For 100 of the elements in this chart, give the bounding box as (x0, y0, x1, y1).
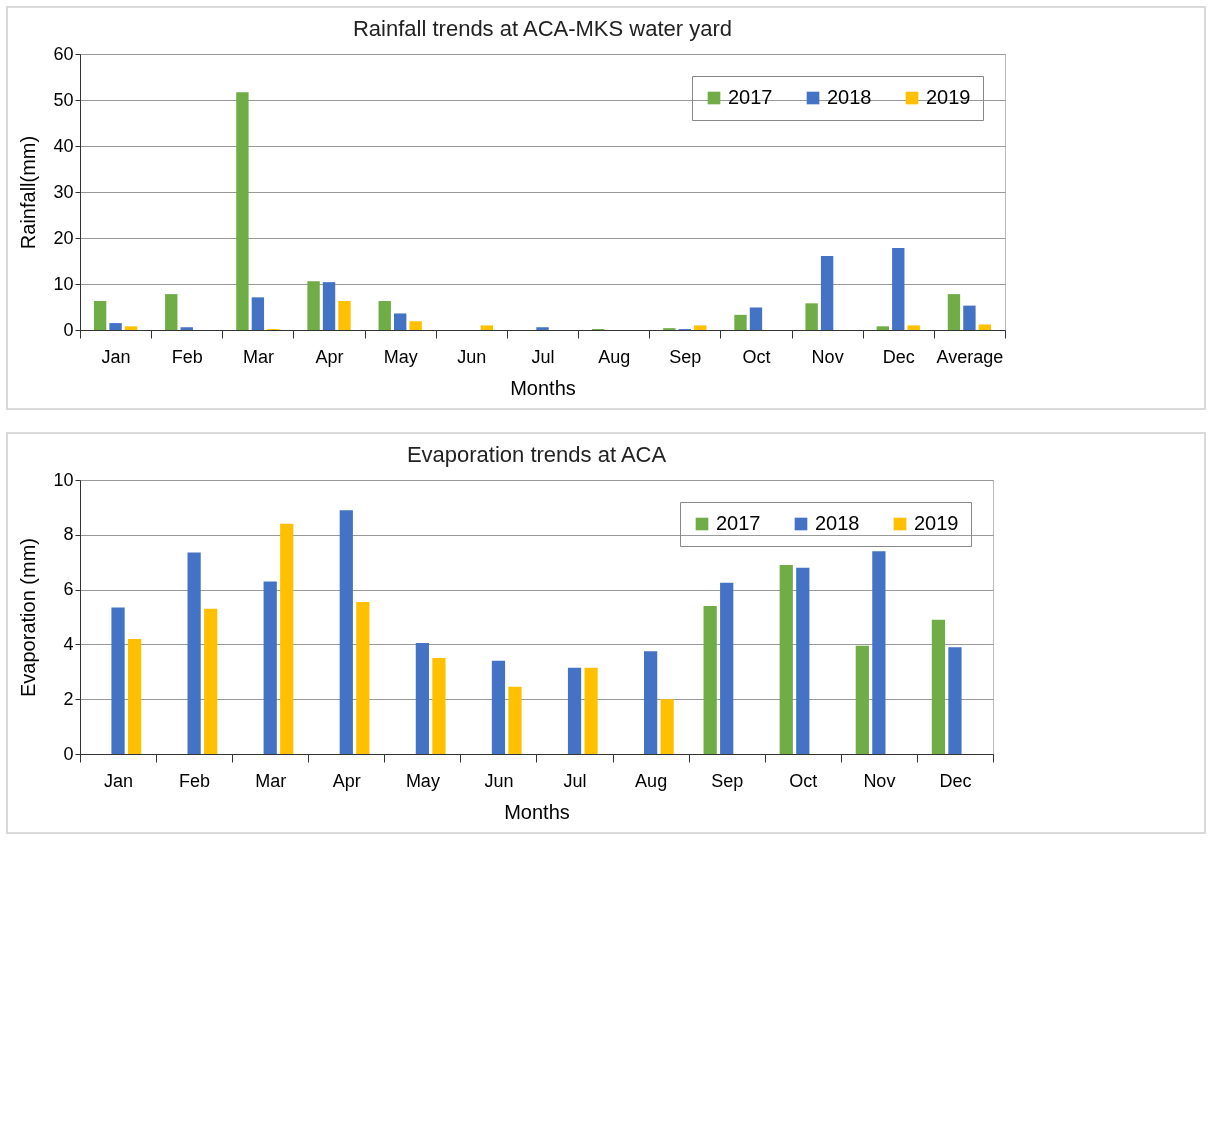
bar (963, 305, 976, 330)
x-axis-title: Months (504, 800, 570, 823)
y-tick-label: 50 (53, 89, 74, 110)
bar (948, 647, 962, 754)
bar (204, 608, 218, 754)
y-tick-label: 4 (63, 633, 74, 654)
x-tick-label: Nov (811, 346, 844, 367)
y-tick-label: 40 (53, 135, 74, 156)
y-axis-title: Rainfall(mm) (17, 135, 40, 250)
legend-label: 2018 (815, 512, 860, 534)
bar (322, 282, 336, 330)
bar (432, 658, 446, 754)
bar (415, 643, 429, 754)
bar (378, 301, 391, 330)
bar (263, 581, 277, 754)
chart-title: Evaporation trends at ACA (406, 442, 667, 467)
x-tick-label: Dec (939, 770, 972, 791)
x-tick-label: Aug (598, 346, 631, 367)
bar (584, 667, 598, 754)
bar (931, 619, 946, 754)
x-tick-label: Jun (457, 346, 487, 367)
bar (187, 552, 201, 754)
y-tick-label: 0 (63, 319, 74, 340)
bar (339, 510, 353, 754)
y-tick-label: 20 (53, 227, 74, 248)
bar (734, 314, 747, 330)
bar (694, 325, 707, 330)
x-tick-label: Apr (332, 770, 361, 791)
legend-label: 2017 (716, 512, 761, 534)
x-tick-label: Sep (711, 770, 744, 791)
x-tick-label: Apr (315, 346, 344, 367)
x-tick-label: Oct (789, 770, 818, 791)
bar (356, 601, 370, 754)
bar (508, 686, 522, 754)
x-tick-label: Dec (882, 346, 915, 367)
y-tick-label: 30 (53, 181, 74, 202)
bar (567, 667, 582, 754)
x-tick-label: Jan (101, 346, 131, 367)
bar (338, 301, 351, 330)
x-tick-label: Aug (635, 770, 668, 791)
x-tick-label: Feb (171, 346, 203, 367)
bar (124, 326, 138, 330)
legend-label: 2019 (926, 86, 971, 108)
bar (180, 327, 193, 330)
bar (779, 564, 793, 754)
x-tick-label: May (405, 770, 440, 791)
bar (644, 651, 658, 754)
x-tick-label: Average (936, 346, 1004, 367)
y-tick-label: 0 (63, 743, 74, 764)
bar (491, 660, 506, 754)
y-tick-label: 60 (53, 43, 74, 64)
x-tick-label: Mar (242, 346, 274, 367)
bar (109, 323, 122, 330)
bar (892, 248, 905, 330)
x-tick-label: Jul (563, 770, 587, 791)
bar (409, 321, 422, 330)
legend-label: 2018 (827, 86, 872, 108)
bar (703, 606, 717, 754)
bar (872, 551, 886, 754)
bar (796, 567, 810, 754)
bar (480, 325, 493, 330)
x-axis-title: Months (510, 376, 576, 399)
bar (720, 582, 734, 754)
x-tick-label: Jun (484, 770, 514, 791)
bar (978, 324, 992, 330)
y-tick-label: 6 (63, 579, 74, 600)
bar (855, 645, 869, 754)
bar (820, 255, 834, 330)
x-tick-label: Sep (669, 346, 702, 367)
x-tick-label: Mar (255, 770, 287, 791)
bar (165, 294, 178, 330)
bar (876, 326, 889, 330)
bar (111, 607, 125, 754)
bar (536, 327, 549, 330)
y-tick-label: 2 (63, 688, 74, 709)
x-tick-label: Nov (863, 770, 896, 791)
bar (93, 301, 107, 330)
bar (280, 523, 294, 754)
bar (660, 699, 674, 754)
y-tick-label: 10 (53, 273, 74, 294)
x-tick-label: Oct (742, 346, 771, 367)
bar (749, 307, 763, 330)
bar (394, 313, 407, 330)
legend-label: 2017 (728, 86, 773, 108)
bar (236, 92, 249, 330)
y-tick-label: 10 (53, 469, 74, 490)
bar (907, 325, 920, 330)
bar (307, 281, 320, 330)
chart-title: Rainfall trends at ACA-MKS water yard (352, 16, 733, 41)
bar (127, 638, 142, 754)
x-tick-label: May (383, 346, 418, 367)
y-tick-label: 8 (63, 524, 74, 545)
x-tick-label: Feb (179, 770, 211, 791)
y-axis-title: Evaporation (mm) (17, 538, 40, 697)
x-tick-label: Jan (104, 770, 134, 791)
legend-label: 2019 (914, 512, 959, 534)
bar (947, 294, 961, 330)
x-tick-label: Jul (531, 346, 555, 367)
bar (805, 303, 818, 330)
bar (251, 297, 265, 330)
